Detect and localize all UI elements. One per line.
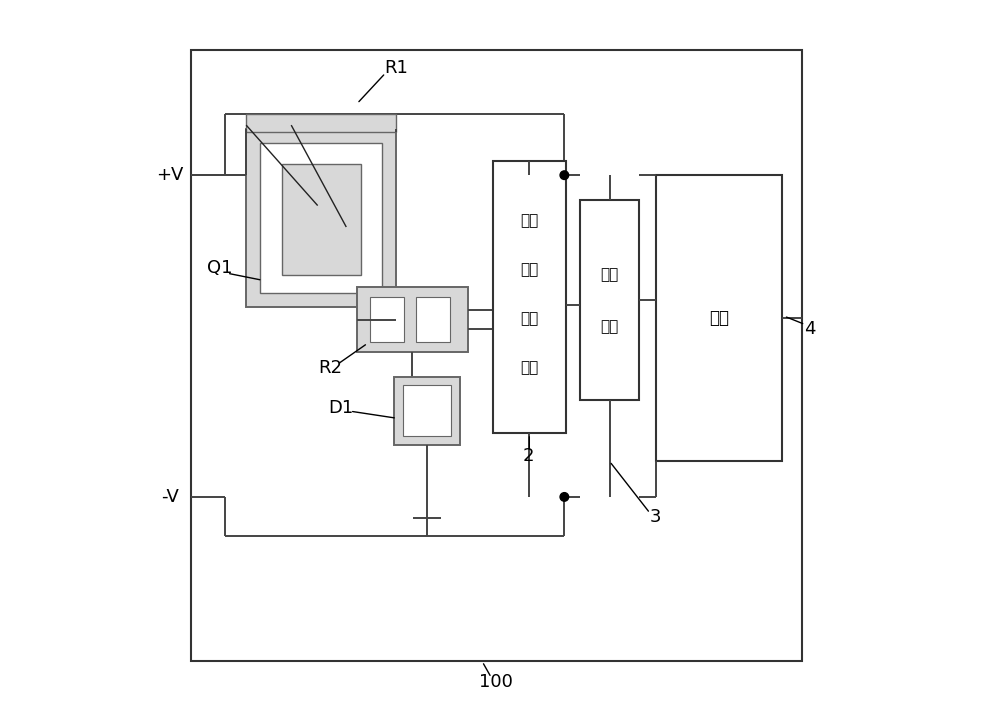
Bar: [403, 385, 451, 436]
Text: -V: -V: [161, 488, 179, 506]
Bar: [394, 377, 460, 445]
Text: D1: D1: [329, 398, 354, 417]
Text: +V: +V: [156, 166, 183, 184]
Text: Q1: Q1: [207, 259, 232, 277]
Bar: [357, 287, 468, 352]
Text: 100: 100: [479, 673, 513, 691]
Text: 驱动: 驱动: [601, 267, 619, 282]
Bar: [493, 161, 566, 433]
Bar: [580, 200, 639, 400]
Text: R1: R1: [384, 59, 408, 77]
Bar: [416, 297, 450, 342]
Text: 过流: 过流: [520, 213, 538, 228]
Text: R2: R2: [318, 359, 342, 378]
Text: 电路: 电路: [601, 319, 619, 334]
Text: 信号: 信号: [520, 262, 538, 277]
Bar: [282, 164, 361, 275]
Text: 2: 2: [523, 447, 534, 465]
Text: 电路: 电路: [520, 360, 538, 375]
Bar: [191, 50, 802, 661]
Text: 处理: 处理: [520, 311, 538, 326]
Text: 4: 4: [804, 320, 815, 338]
Bar: [370, 297, 404, 342]
Bar: [656, 175, 782, 461]
Bar: [260, 143, 382, 293]
Bar: [246, 114, 396, 132]
Circle shape: [560, 493, 569, 501]
Text: 3: 3: [650, 508, 662, 526]
Bar: [246, 129, 396, 307]
Circle shape: [560, 171, 569, 179]
Text: 负载: 负载: [709, 309, 729, 327]
